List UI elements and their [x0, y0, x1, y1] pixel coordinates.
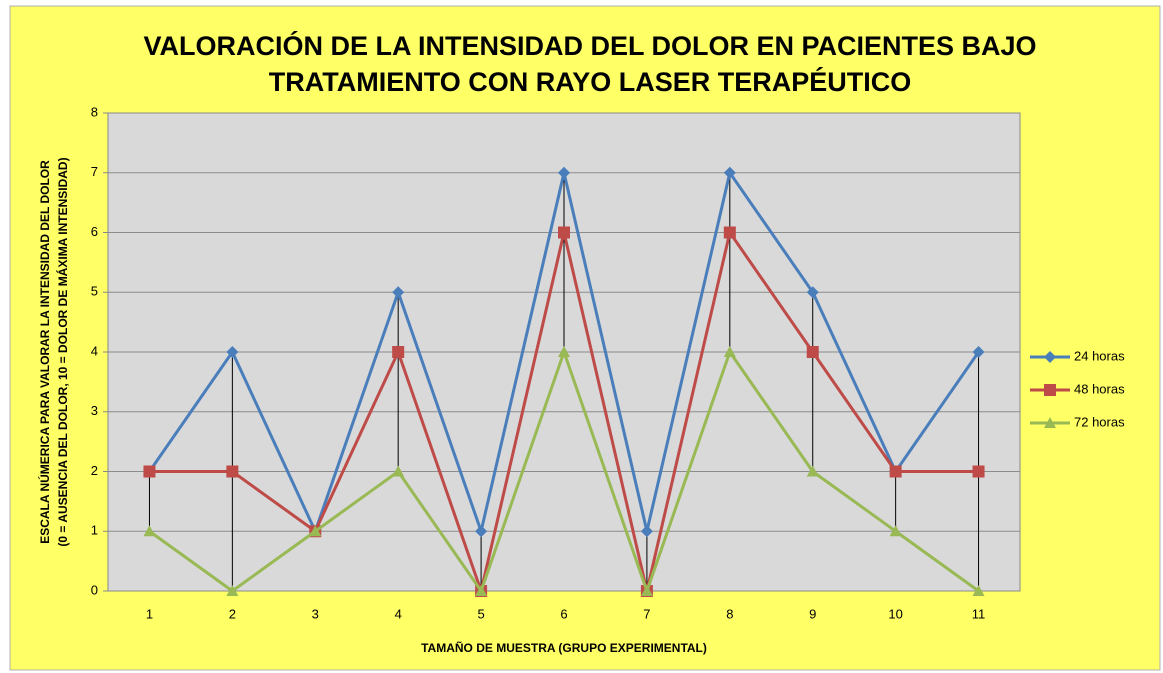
- y-tick-label: 6: [91, 224, 98, 239]
- data-point: [723, 226, 736, 239]
- x-axis-label: TAMAÑO DE MUESTRA (GRUPO EXPERIMENTAL): [421, 640, 707, 655]
- x-tick-label: 9: [809, 606, 816, 621]
- data-point: [226, 465, 239, 478]
- data-point: [806, 346, 819, 358]
- x-tick-label: 3: [312, 606, 319, 621]
- legend-label: 72 horas: [1074, 414, 1125, 429]
- x-tick-label: 7: [643, 606, 650, 621]
- x-tick-label: 2: [229, 606, 236, 621]
- y-tick-label: 2: [91, 463, 98, 478]
- x-tick-label: 1: [146, 606, 153, 621]
- data-point: [806, 286, 819, 299]
- x-tick-label: 8: [726, 606, 733, 621]
- legend-label: 48 horas: [1074, 381, 1125, 396]
- data-point: [392, 465, 405, 477]
- y-tick-label: 3: [91, 403, 98, 418]
- data-point: [392, 286, 405, 299]
- y-tick-label: 8: [91, 104, 98, 119]
- data-point: [143, 525, 156, 537]
- x-tick-label: 6: [560, 606, 567, 621]
- legend-marker: [1044, 351, 1056, 363]
- y-tick-label: 5: [91, 284, 98, 299]
- y-tick-label: 7: [91, 164, 98, 179]
- data-point: [558, 166, 570, 179]
- data-point: [475, 585, 488, 596]
- data-point: [723, 166, 736, 179]
- data-point: [640, 585, 653, 596]
- data-point: [889, 525, 902, 537]
- y-axis-label: ESCALA NÚMERICA PARA VALORAR LA INTENSID…: [37, 160, 52, 544]
- data-point: [143, 465, 156, 478]
- data-point: [226, 346, 239, 358]
- data-point: [558, 346, 570, 357]
- data-point: [972, 585, 985, 596]
- legend-marker: [1044, 384, 1056, 396]
- chart-title: TRATAMIENTO CON RAYO LASER TERAPÉUTICO: [269, 66, 912, 97]
- x-tick-label: 4: [395, 606, 402, 621]
- data-point: [889, 465, 902, 478]
- data-point: [309, 525, 322, 537]
- y-tick-label: 0: [91, 582, 98, 597]
- y-tick-label: 1: [91, 523, 98, 538]
- data-point: [226, 585, 239, 596]
- data-point: [972, 346, 985, 358]
- data-point: [558, 226, 570, 239]
- data-point: [723, 346, 736, 357]
- data-point: [640, 525, 653, 538]
- y-axis-label: (0 = AUSENCIA DEL DOLOR, 10 = DOLOR DE M…: [55, 157, 70, 546]
- data-point: [972, 465, 985, 478]
- x-tick-label: 10: [888, 606, 902, 621]
- y-tick-label: 4: [91, 343, 98, 358]
- x-tick-label: 11: [972, 606, 986, 621]
- data-point: [475, 525, 488, 538]
- legend-label: 24 horas: [1074, 348, 1125, 363]
- chart-title: VALORACIÓN DE LA INTENSIDAD DEL DOLOR EN…: [143, 30, 1036, 61]
- data-point: [392, 346, 405, 358]
- legend-marker: [1044, 417, 1056, 428]
- data-point: [806, 465, 819, 477]
- x-tick-label: 5: [477, 606, 484, 621]
